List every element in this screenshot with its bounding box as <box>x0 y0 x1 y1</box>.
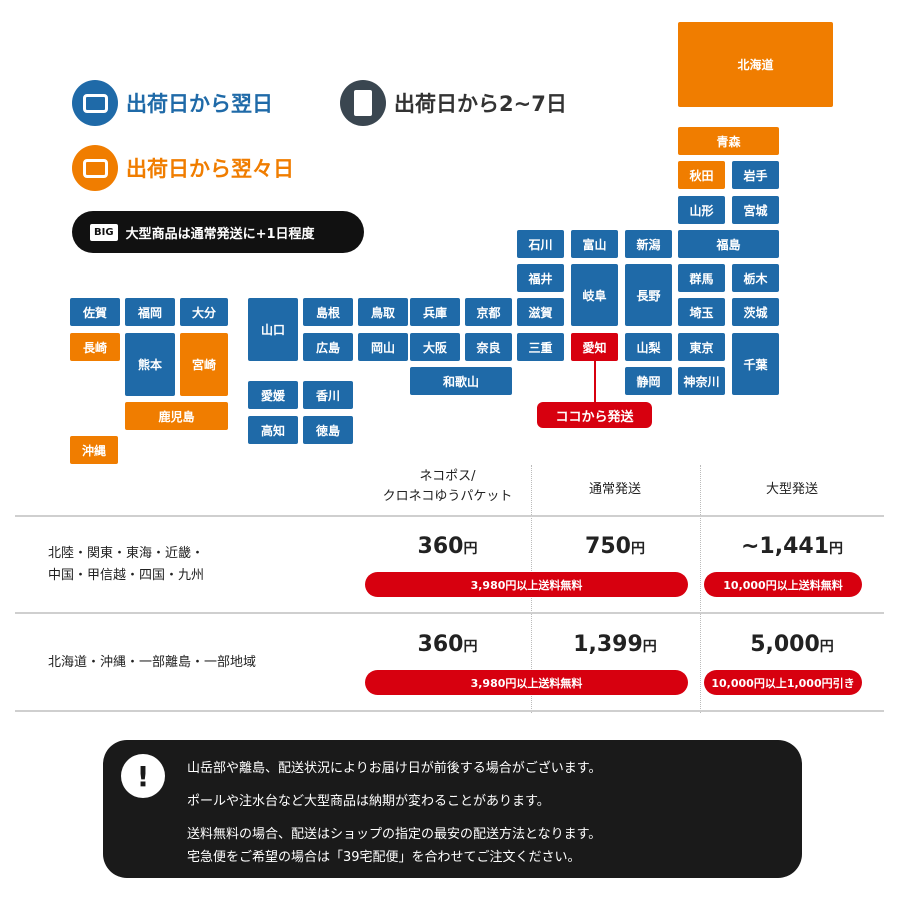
legend-day-after: 出荷日から翌々日 <box>72 145 294 191</box>
row-label: 北海道・沖縄・一部離島・一部地域 <box>48 652 256 674</box>
prefecture-box: 高知 <box>248 416 298 444</box>
column-divider <box>700 465 701 713</box>
prefecture-box: 熊本 <box>125 333 175 396</box>
callout-line <box>594 361 596 403</box>
card-icon <box>72 145 118 191</box>
prefecture-box: 山形 <box>678 196 725 224</box>
prefecture-box: 福岡 <box>125 298 175 326</box>
price: 360円 <box>417 632 478 657</box>
prefecture-box: 富山 <box>571 230 618 258</box>
legend-label: 出荷日から翌々日 <box>126 157 294 181</box>
divider <box>15 612 884 614</box>
big-item-note: BIG 大型商品は通常発送に+1日程度 <box>72 211 364 253</box>
prefecture-box: 兵庫 <box>410 298 460 326</box>
prefecture-box: 茨城 <box>732 298 779 326</box>
prefecture-box: 千葉 <box>732 333 779 395</box>
prefecture-box: 埼玉 <box>678 298 725 326</box>
prefecture-box: 長崎 <box>70 333 120 361</box>
prefecture-box: 群馬 <box>678 264 725 292</box>
notice-line: ポールや注水台など大型商品は納期が変わることがあります。 <box>187 794 550 809</box>
prefecture-box: 長野 <box>625 264 672 326</box>
legend-label: 出荷日から2~7日 <box>394 92 567 116</box>
exclamation-icon: ! <box>121 754 165 798</box>
prefecture-box: 徳島 <box>303 416 353 444</box>
free-shipping-badge: 3,980円以上送料無料 <box>365 572 688 597</box>
prefecture-box: 三重 <box>517 333 564 361</box>
row-label-line: 北海道・沖縄・一部離島・一部地域 <box>48 655 257 670</box>
prefecture-box: 岐阜 <box>571 264 618 326</box>
big-note-label: 大型商品は通常発送に+1日程度 <box>125 226 315 242</box>
prefecture-box: 京都 <box>465 298 512 326</box>
envelope-icon <box>340 80 386 126</box>
divider <box>15 515 884 517</box>
legend-next-day: 出荷日から翌日 <box>72 80 273 126</box>
notice-box: ! 山岳部や離島、配送状況によりお届け日が前後する場合がございます。 ポールや注… <box>103 740 802 878</box>
prefecture-box: 秋田 <box>678 161 725 189</box>
header-large: 大型発送 <box>765 482 818 497</box>
notice-line: 宅急便をご希望の場合は「39宅配便」を合わせてご注文ください。 <box>187 850 581 865</box>
card-icon <box>72 80 118 126</box>
legend-label: 出荷日から翌日 <box>126 92 273 116</box>
prefecture-box: 宮崎 <box>180 333 228 396</box>
prefecture-box: 大分 <box>180 298 228 326</box>
prefecture-box: 青森 <box>678 127 779 155</box>
free-shipping-badge: 3,980円以上送料無料 <box>365 670 688 695</box>
prefecture-box: 山口 <box>248 298 298 361</box>
prefecture-box: 福島 <box>678 230 779 258</box>
prefecture-box: 福井 <box>517 264 564 292</box>
price: 750円 <box>585 534 645 559</box>
prefecture-box: 神奈川 <box>678 367 725 395</box>
prefecture-box: 広島 <box>303 333 353 361</box>
big-icon: BIG <box>90 223 118 241</box>
prefecture-box: 鹿児島 <box>125 402 228 430</box>
prefecture-box: 東京 <box>678 333 725 361</box>
prefecture-box: 新潟 <box>625 230 672 258</box>
row-label-line: 中国・甲信越・四国・九州 <box>48 568 205 583</box>
prefecture-box: 奈良 <box>465 333 512 361</box>
prefecture-box: 北海道 <box>678 22 833 107</box>
prefecture-box: 和歌山 <box>410 367 512 395</box>
prefecture-box: 岡山 <box>358 333 408 361</box>
header-nekopos: ネコポス/ クロネコゆうパケット <box>382 469 513 504</box>
price: 1,399円 <box>573 632 657 657</box>
prefecture-box: 栃木 <box>732 264 779 292</box>
prefecture-box: 鳥取 <box>358 298 408 326</box>
prefecture-box: 島根 <box>303 298 353 326</box>
legend-two-to-seven: 出荷日から2~7日 <box>340 80 567 126</box>
prefecture-box: 沖縄 <box>70 436 118 464</box>
origin-callout: ココから発送 <box>537 402 652 428</box>
prefecture-box: 愛知 <box>571 333 618 361</box>
prefecture-box: 佐賀 <box>70 298 120 326</box>
prefecture-box: 愛媛 <box>248 381 298 409</box>
prefecture-box: 滋賀 <box>517 298 564 326</box>
price: 360円 <box>417 534 478 559</box>
prefecture-box: 石川 <box>517 230 564 258</box>
prefecture-box: 静岡 <box>625 367 672 395</box>
notice-line: 送料無料の場合、配送はショップの指定の最安の配送方法となります。 <box>187 827 602 842</box>
large-shipping-badge: 10,000円以上1,000円引き <box>704 670 862 695</box>
header-normal: 通常発送 <box>588 482 641 497</box>
price: ~1,441円 <box>740 534 844 559</box>
price: 5,000円 <box>750 632 834 657</box>
row-label: 北陸・関東・東海・近畿・ 中国・甲信越・四国・九州 <box>48 543 204 587</box>
row-label-line: 北陸・関東・東海・近畿・ <box>48 546 205 561</box>
divider <box>15 710 884 712</box>
prefecture-box: 香川 <box>303 381 353 409</box>
prefecture-box: 宮城 <box>732 196 779 224</box>
notice-line: 山岳部や離島、配送状況によりお届け日が前後する場合がございます。 <box>187 761 602 776</box>
prefecture-box: 大阪 <box>410 333 460 361</box>
large-shipping-badge: 10,000円以上送料無料 <box>704 572 862 597</box>
prefecture-box: 岩手 <box>732 161 779 189</box>
prefecture-box: 山梨 <box>625 333 672 361</box>
